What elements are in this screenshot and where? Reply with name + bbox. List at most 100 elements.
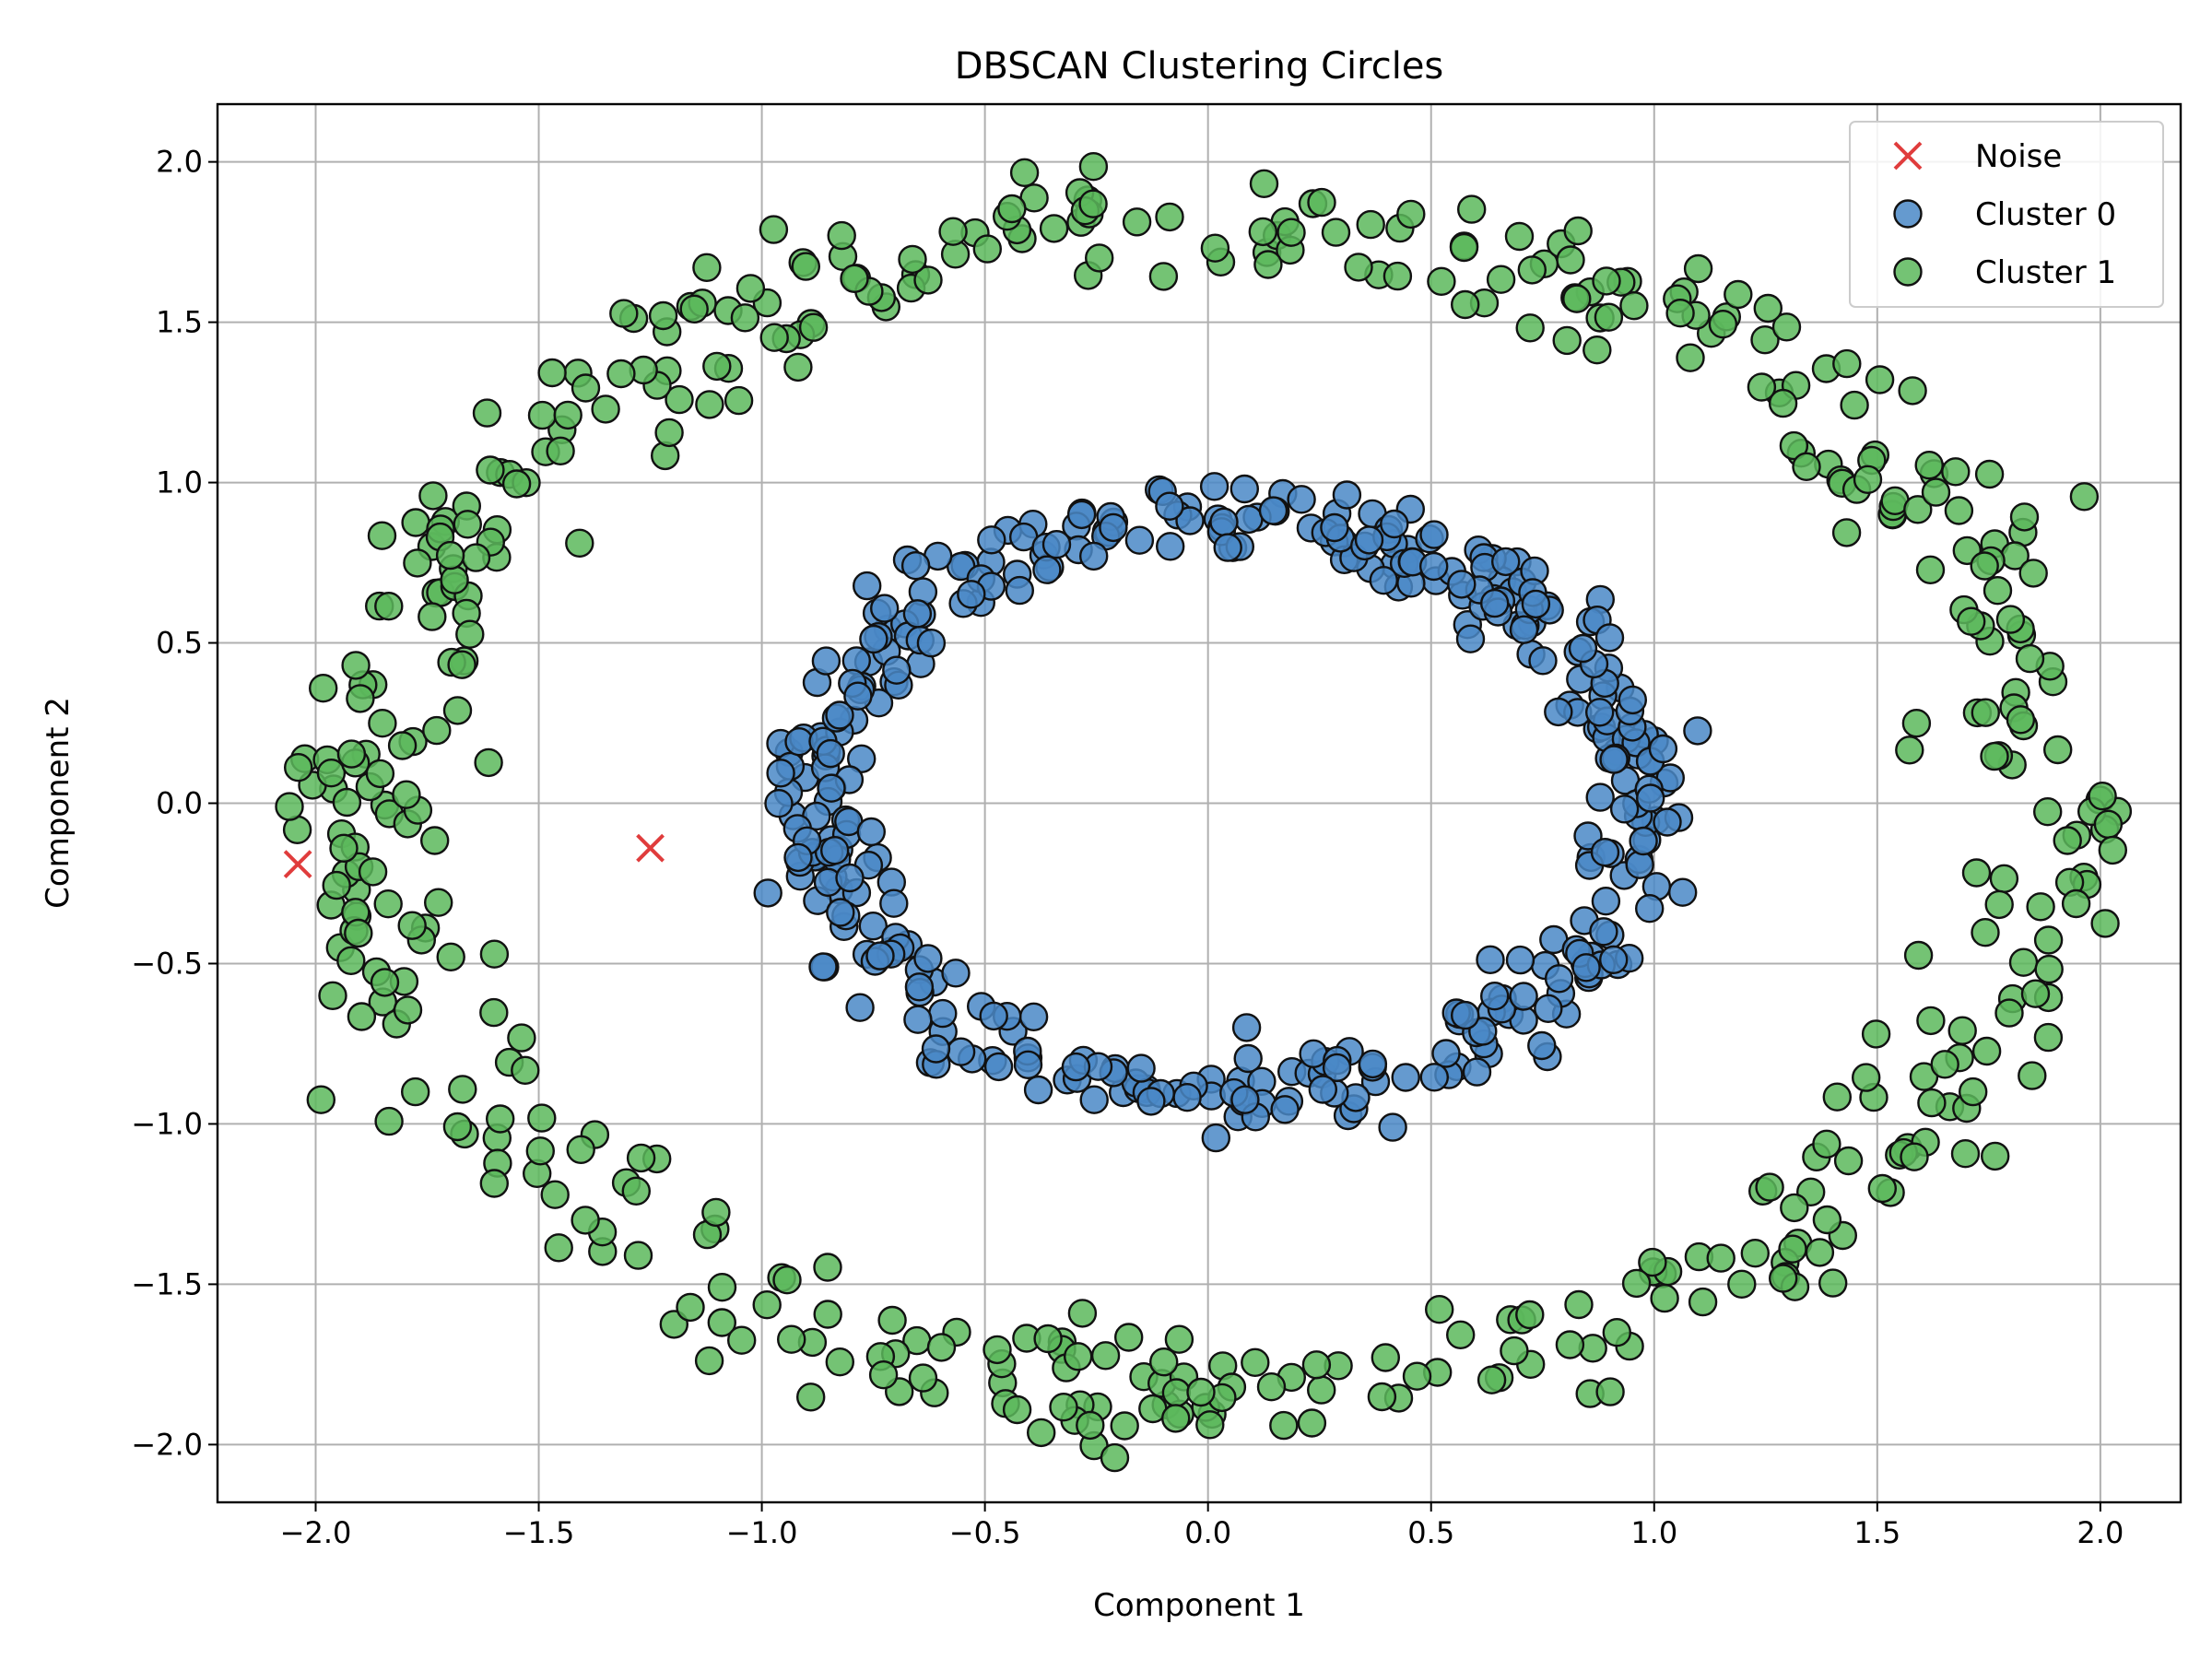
cluster-1-point xyxy=(813,1300,842,1329)
cluster-1-point xyxy=(1832,348,1862,379)
cluster-0-point xyxy=(1419,520,1449,549)
cluster-1-point xyxy=(1160,1404,1191,1433)
cluster-1-point xyxy=(1619,291,1649,321)
cluster-1-point xyxy=(1917,1088,1947,1118)
cluster-0-point xyxy=(1590,838,1620,867)
cluster-1-point xyxy=(440,565,469,594)
cluster-1-point xyxy=(648,300,678,331)
cluster-0-point xyxy=(1005,575,1035,606)
cluster-1-point xyxy=(982,1335,1012,1365)
cluster-1-point xyxy=(1914,451,1944,480)
cluster-1-point xyxy=(1067,1299,1098,1328)
cluster-1-point xyxy=(1049,1392,1078,1422)
cluster-1-point xyxy=(913,265,943,295)
cluster-1-point xyxy=(2088,782,2117,811)
legend-cluster-1-label: Cluster 1 xyxy=(1975,254,2116,291)
cluster-1-point xyxy=(1724,279,1753,310)
cluster-0-point xyxy=(1230,474,1260,504)
cluster-0-point xyxy=(913,944,943,973)
cluster-0-point xyxy=(1455,624,1486,653)
cluster-1-point xyxy=(571,1206,600,1235)
cluster-1-point xyxy=(1321,218,1351,247)
cluster-1-point xyxy=(1958,1077,1988,1107)
cluster-1-point xyxy=(422,715,452,746)
cluster-1-point xyxy=(1818,1268,1848,1298)
cluster-1-point xyxy=(1515,1300,1545,1330)
y-tick-label: 2.0 xyxy=(156,145,203,180)
cluster-1-point xyxy=(309,674,338,703)
cluster-0-point xyxy=(1380,509,1409,539)
cluster-1-point xyxy=(546,436,575,465)
cluster-1-point xyxy=(418,481,448,511)
cluster-1-point xyxy=(1865,365,1895,394)
cluster-0-point xyxy=(1308,1075,1338,1104)
cluster-1-point xyxy=(2069,482,2100,512)
cluster-1-point xyxy=(1771,312,1802,342)
cluster-1-point xyxy=(1638,1247,1667,1277)
x-tick-label: 1.5 xyxy=(1853,1515,1900,1550)
cluster-0-point xyxy=(1213,533,1242,562)
cluster-1-point xyxy=(1792,452,1821,481)
cluster-1-point xyxy=(1583,335,1612,365)
cluster-1-point xyxy=(370,968,400,997)
cluster-0-point xyxy=(979,1001,1008,1031)
cluster-1-point xyxy=(1840,390,1869,420)
cluster-1-point xyxy=(1861,1019,1891,1049)
cluster-1-point xyxy=(393,995,423,1025)
cluster-1-point xyxy=(318,981,347,1011)
cluster-0-point xyxy=(983,1052,1014,1082)
cluster-1-point xyxy=(1812,1205,1842,1235)
cluster-1-point xyxy=(1753,293,1783,324)
cluster-1-point xyxy=(840,264,869,293)
cluster-1-point xyxy=(537,358,567,388)
cluster-1-point xyxy=(1186,1377,1216,1407)
cluster-0-point xyxy=(1099,512,1128,543)
data-points xyxy=(275,151,2133,1473)
cluster-1-point xyxy=(1161,1378,1192,1407)
cluster-1-point xyxy=(730,303,760,333)
cluster-1-point xyxy=(316,759,347,788)
cluster-1-point xyxy=(2098,835,2128,865)
cluster-1-point xyxy=(1971,918,2000,947)
cluster-1-point xyxy=(1078,151,1109,182)
cluster-1-point xyxy=(420,826,450,855)
cluster-1-point xyxy=(752,1289,782,1320)
cluster-1-point xyxy=(735,274,766,303)
cluster-1-point xyxy=(447,650,477,679)
cluster-1-point xyxy=(306,1085,335,1114)
x-tick-label: 1.0 xyxy=(1630,1515,1677,1550)
cluster-0-point xyxy=(1032,555,1062,584)
cluster-0-point xyxy=(1419,1063,1450,1092)
cluster-1-point xyxy=(2015,643,2045,674)
cluster-1-point xyxy=(1805,1238,1835,1267)
cluster-1-point xyxy=(365,759,395,789)
cluster-0-point xyxy=(1450,1000,1480,1030)
cluster-1-point xyxy=(403,548,432,578)
cluster-1-point xyxy=(344,918,373,948)
cluster-0-point xyxy=(1231,1013,1262,1042)
cluster-0-point xyxy=(1585,782,1615,812)
cluster-1-point xyxy=(1980,741,2009,771)
cluster-1-point xyxy=(1822,1082,1853,1112)
cluster-0-point xyxy=(1479,588,1510,618)
cluster-1-point xyxy=(2008,947,2039,977)
cluster-0-point xyxy=(1258,496,1288,525)
cluster-1-point xyxy=(1148,1347,1179,1377)
x-tick-label: 0.5 xyxy=(1407,1515,1454,1550)
cluster-1-point xyxy=(1269,1410,1299,1441)
y-tick-label: 1.5 xyxy=(156,305,203,340)
cluster-1-point xyxy=(1249,169,1279,199)
cluster-0-point xyxy=(1124,525,1155,555)
cluster-0-point xyxy=(1509,615,1539,644)
cluster-0-point xyxy=(1369,566,1399,595)
x-tick-label: −1.5 xyxy=(503,1515,575,1550)
cluster-0-point xyxy=(808,952,838,982)
cluster-1-point xyxy=(1427,266,1456,296)
cluster-1-point xyxy=(2093,809,2124,839)
cluster-0-point xyxy=(1175,506,1205,535)
cluster-1-point xyxy=(591,394,620,424)
cluster-0-point xyxy=(870,594,900,623)
cluster-0-point xyxy=(946,1037,976,1066)
cluster-0-point xyxy=(902,599,933,629)
cluster-1-point xyxy=(479,997,509,1028)
